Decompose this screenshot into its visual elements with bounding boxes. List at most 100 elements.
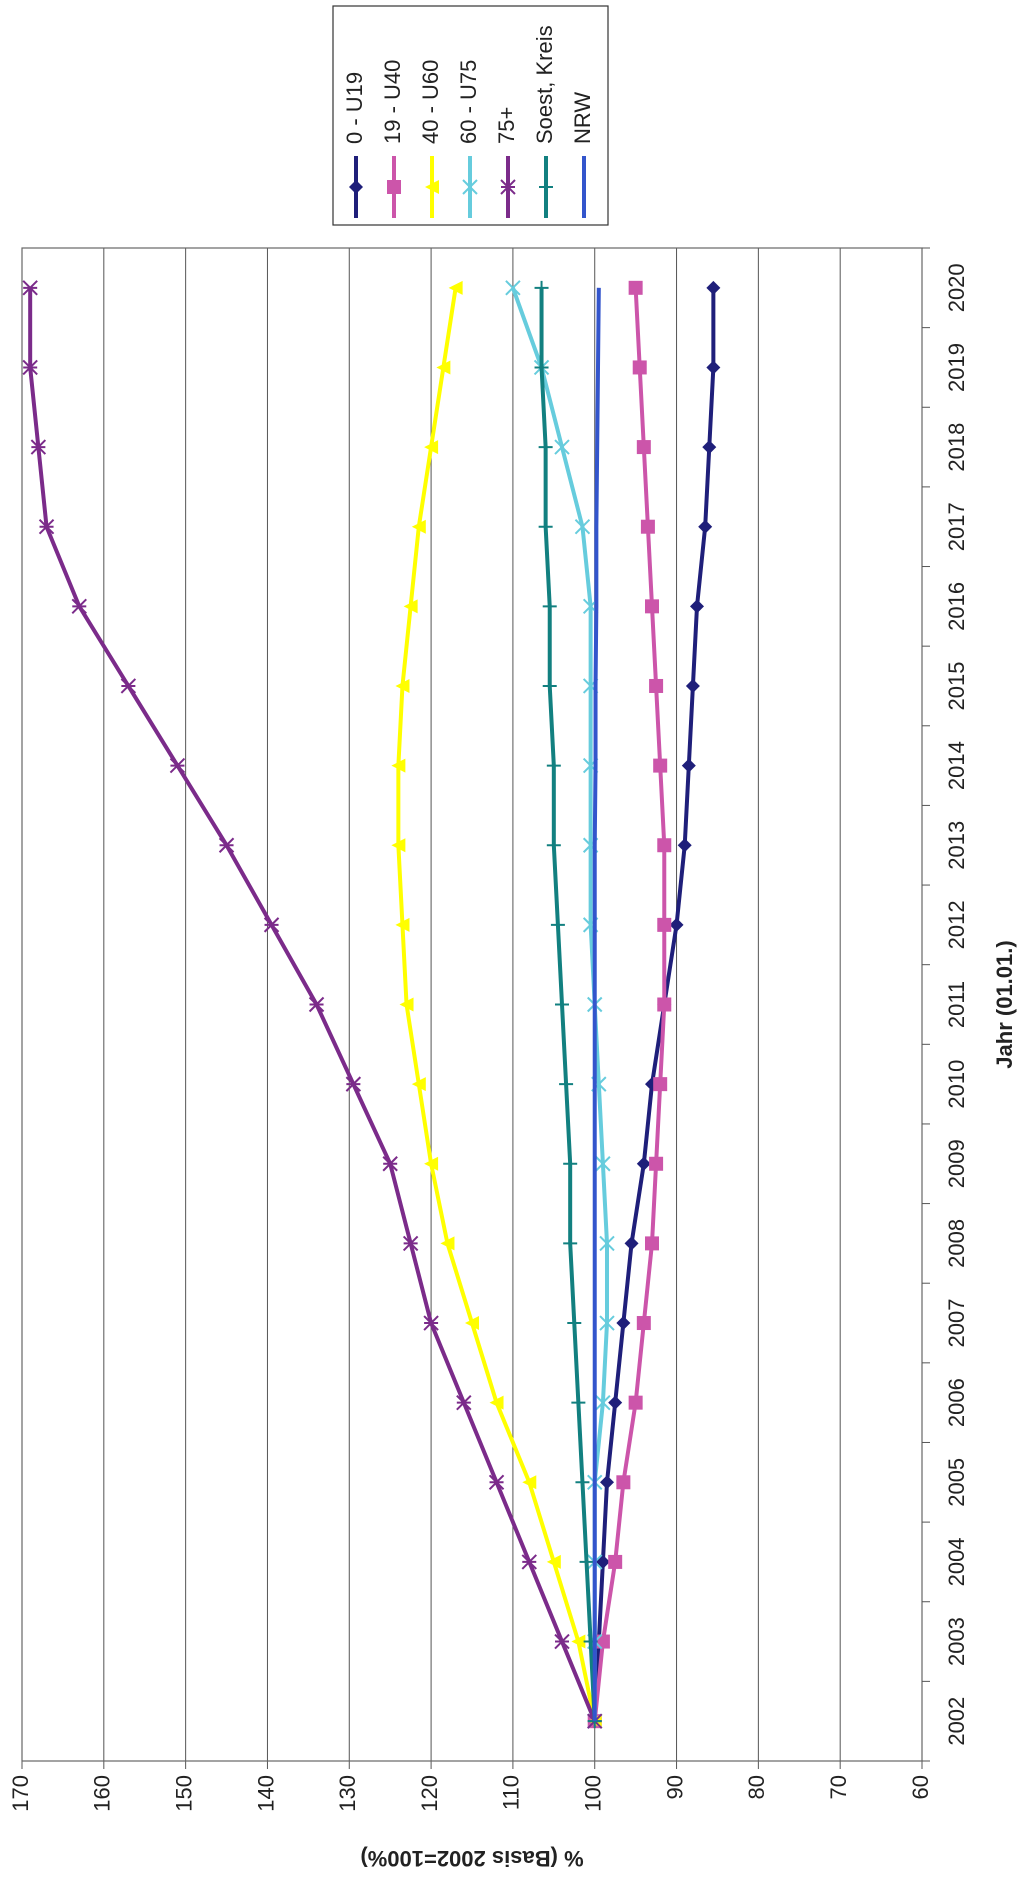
marker bbox=[600, 1475, 614, 1490]
marker bbox=[403, 599, 418, 614]
marker bbox=[22, 280, 38, 296]
marker bbox=[505, 280, 521, 296]
marker bbox=[571, 1634, 586, 1649]
x-tick-label: 2009 bbox=[944, 1139, 969, 1188]
x-tick-label: 2008 bbox=[944, 1219, 969, 1268]
marker bbox=[636, 1316, 651, 1331]
marker bbox=[522, 1475, 537, 1490]
x-tick-label: 2002 bbox=[944, 1697, 969, 1746]
marker bbox=[649, 1156, 664, 1171]
marker bbox=[559, 1077, 574, 1092]
marker bbox=[563, 1236, 578, 1251]
marker bbox=[616, 1475, 631, 1490]
y-tick-label: 70 bbox=[826, 1775, 851, 1799]
series-line bbox=[592, 287, 716, 1722]
x-tick-label: 2014 bbox=[944, 741, 969, 790]
marker bbox=[38, 519, 55, 535]
marker bbox=[554, 1633, 570, 1650]
marker bbox=[690, 599, 704, 614]
marker bbox=[263, 917, 280, 933]
x-tick-label: 2013 bbox=[944, 821, 969, 870]
marker bbox=[550, 917, 565, 932]
x-tick-label: 2006 bbox=[944, 1378, 969, 1427]
legend-label: 0 - U19 bbox=[342, 72, 367, 144]
marker bbox=[22, 359, 38, 376]
marker bbox=[677, 838, 692, 853]
x-tick-label: 2007 bbox=[944, 1299, 969, 1348]
marker bbox=[595, 1554, 610, 1569]
x-tick-label: 2018 bbox=[944, 423, 969, 472]
marker bbox=[436, 360, 451, 375]
marker bbox=[608, 1554, 623, 1569]
marker bbox=[616, 1316, 631, 1331]
marker bbox=[424, 440, 439, 455]
legend-label: 19 - U40 bbox=[380, 60, 405, 144]
marker bbox=[538, 519, 553, 534]
marker bbox=[349, 180, 363, 194]
marker bbox=[391, 758, 406, 773]
x-tick-label: 2015 bbox=[944, 661, 969, 710]
x-tick-label: 2017 bbox=[944, 502, 969, 551]
marker bbox=[521, 1554, 537, 1570]
marker bbox=[685, 678, 700, 693]
series-line bbox=[592, 287, 601, 1722]
x-tick-label: 2020 bbox=[944, 263, 969, 312]
marker bbox=[595, 1394, 611, 1411]
marker bbox=[645, 599, 659, 614]
marker bbox=[567, 1316, 582, 1331]
marker bbox=[402, 1235, 419, 1252]
marker bbox=[657, 997, 672, 1012]
legend-label: 40 - U60 bbox=[418, 60, 443, 144]
marker bbox=[698, 519, 713, 534]
y-tick-label: 80 bbox=[744, 1775, 769, 1799]
marker bbox=[465, 1316, 479, 1331]
marker bbox=[539, 180, 553, 194]
x-tick-label: 2012 bbox=[944, 900, 969, 949]
marker bbox=[669, 917, 684, 932]
marker bbox=[448, 280, 463, 295]
marker bbox=[554, 439, 570, 455]
marker bbox=[640, 519, 655, 534]
marker bbox=[411, 519, 426, 534]
legend-label: 60 - U75 bbox=[456, 60, 481, 144]
marker bbox=[391, 838, 406, 853]
x-tick-label: 2011 bbox=[944, 981, 969, 1028]
marker bbox=[169, 757, 186, 774]
marker bbox=[636, 1156, 651, 1171]
y-tick-label: 90 bbox=[662, 1775, 687, 1799]
marker bbox=[575, 1475, 590, 1490]
marker bbox=[308, 996, 325, 1013]
marker bbox=[538, 440, 553, 455]
marker bbox=[624, 1236, 639, 1251]
marker bbox=[595, 1156, 611, 1172]
marker bbox=[542, 599, 557, 614]
y-tick-label: 170 bbox=[8, 1775, 33, 1812]
marker bbox=[657, 838, 672, 853]
marker bbox=[387, 180, 401, 194]
marker bbox=[489, 1395, 504, 1410]
marker bbox=[632, 360, 647, 375]
marker bbox=[500, 179, 516, 195]
legend-label: Soest, Kreis bbox=[532, 25, 557, 144]
marker bbox=[462, 179, 478, 195]
x-tick-label: 2019 bbox=[944, 343, 969, 392]
marker bbox=[599, 1315, 615, 1331]
marker bbox=[411, 1077, 426, 1092]
marker bbox=[534, 280, 549, 295]
marker bbox=[456, 1394, 472, 1411]
marker bbox=[574, 519, 591, 535]
legend-box bbox=[332, 5, 609, 226]
marker bbox=[423, 1315, 439, 1331]
marker bbox=[702, 440, 717, 455]
marker bbox=[542, 678, 557, 693]
marker bbox=[534, 360, 549, 375]
marker bbox=[645, 1236, 659, 1251]
y-tick-label: 100 bbox=[581, 1775, 606, 1812]
marker bbox=[563, 1156, 578, 1171]
plot-border bbox=[21, 247, 923, 1762]
marker bbox=[395, 917, 410, 932]
y-tick-label: 120 bbox=[417, 1775, 442, 1812]
x-tick-label: 2003 bbox=[944, 1617, 969, 1666]
marker bbox=[653, 1077, 668, 1092]
